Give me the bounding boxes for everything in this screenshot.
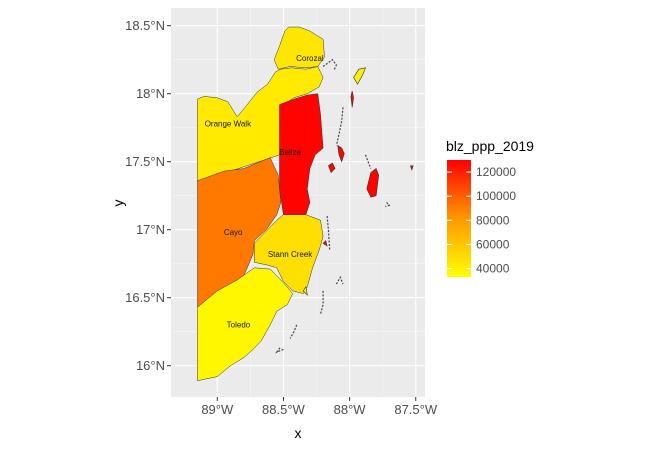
district-label-orange-walk: Orange Walk [205, 119, 252, 128]
district-polygons [197, 26, 325, 382]
district-label-cayo: Cayo [224, 228, 243, 237]
island-polygon [322, 240, 328, 247]
x-axis-title: x [295, 425, 302, 441]
coastline-segment [322, 58, 338, 71]
coastline-segment [335, 107, 344, 146]
y-tick-label: 16.5°N [125, 290, 165, 305]
island-polygon [337, 144, 345, 163]
district-label-corozal: Corozal [296, 54, 324, 63]
x-tick-label: 88°W [334, 402, 367, 417]
coastline-segment [364, 154, 372, 169]
district-toledo [197, 267, 293, 382]
y-tick-label: 17°N [136, 222, 165, 237]
coastline-segment [289, 324, 298, 339]
y-tick-label: 18°N [136, 86, 165, 101]
island-polygon [328, 162, 336, 174]
y-tick-label: 16°N [136, 358, 165, 373]
legend-break-label: 100000 [476, 189, 516, 203]
coastline-segment [385, 202, 391, 208]
coastline-segment [319, 290, 324, 315]
legend-title: blz_ppp_2019 [446, 138, 534, 154]
x-tick-label: 87.5°W [394, 402, 438, 417]
coastline-segment [275, 346, 284, 354]
legend-break-label: 80000 [476, 213, 510, 227]
legend-break-label: 120000 [476, 165, 516, 179]
legend-colorbar [447, 160, 471, 277]
district-label-belize: Belize [279, 148, 301, 157]
coastline-cays [275, 58, 391, 354]
island-polygon [302, 285, 308, 296]
legend-ticks: 40000 60000 80000 100000 120000 [447, 165, 516, 276]
y-tick-label: 17.5°N [125, 154, 165, 169]
district-label-stann-creek: Stann Creek [268, 250, 313, 259]
x-tick-label: 89°W [201, 402, 234, 417]
island-polygon [409, 165, 414, 171]
coastline-segment [326, 216, 331, 251]
district-belize [279, 93, 324, 215]
district-labels: Corozal Orange Walk Belize Cayo Stann Creek T… [205, 54, 324, 330]
coastline-segment [335, 275, 344, 285]
island-polygons [302, 67, 414, 296]
y-axis-title: y [110, 200, 126, 207]
island-polygon [353, 67, 366, 85]
colorbar-legend: blz_ppp_2019 40000 60000 80000 100000 120000 [446, 138, 534, 277]
y-tick-label: 18.5°N [125, 18, 165, 33]
y-axis-ticks: 16°N 16.5°N 17°N 17.5°N 18°N 18.5°N [125, 18, 171, 373]
x-tick-label: 88.5°W [262, 402, 306, 417]
district-label-toledo: Toledo [227, 321, 251, 330]
island-polygon [366, 168, 380, 198]
x-axis-ticks: 89°W 88.5°W 88°W 87.5°W [201, 397, 438, 417]
legend-break-label: 60000 [476, 237, 510, 251]
legend-break-label: 40000 [476, 262, 510, 276]
island-polygon [350, 90, 354, 108]
district-stann-creek [254, 214, 324, 294]
district-corozal [273, 26, 325, 70]
